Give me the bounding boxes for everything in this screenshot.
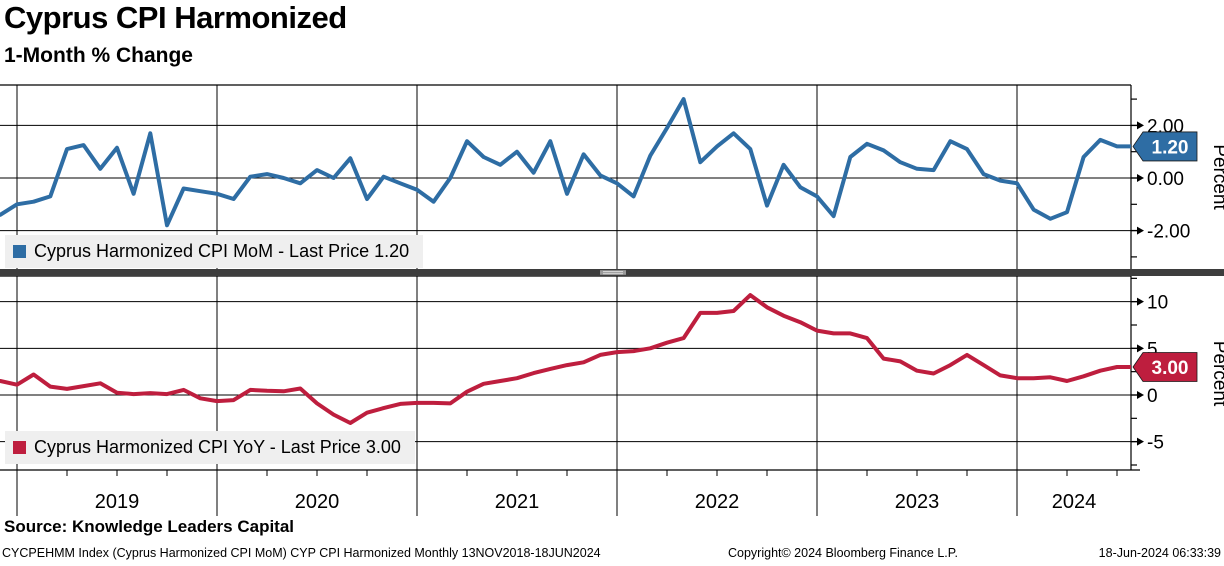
chart-plot-area: 2.000.00-2.00Percent1.201050-5Percent3.0…	[0, 84, 1224, 516]
mom-line	[0, 97, 1131, 228]
tick-arrow-icon	[1137, 344, 1144, 353]
y-tick-label: 5	[1147, 339, 1158, 360]
y-axis-title: Percent	[1209, 144, 1224, 210]
tick-arrow-icon	[1137, 121, 1144, 130]
chart-subtitle: 1-Month % Change	[4, 44, 193, 67]
legend-yoy-label: Cyprus Harmonized CPI YoY - Last Price 3…	[34, 437, 401, 457]
x-axis-year-label: 2024	[1052, 491, 1097, 513]
copyright-note: Copyright© 2024 Bloomberg Finance L.P.	[728, 546, 958, 560]
x-axis-year-label: 2020	[295, 491, 340, 513]
x-axis-year-label: 2021	[495, 491, 540, 513]
x-axis-year-label: 2022	[695, 491, 740, 513]
last-price-value: 1.20	[1152, 137, 1189, 158]
tick-arrow-icon	[1137, 297, 1144, 306]
yoy-series-swatch-icon	[13, 441, 26, 454]
x-axis-year-label: 2023	[895, 491, 940, 513]
mom-series-swatch-icon	[13, 245, 26, 258]
x-axis-year-label: 2019	[95, 491, 140, 513]
y-tick-label: -2.00	[1147, 222, 1190, 243]
yoy-line	[0, 293, 1131, 425]
chart-title: Cyprus CPI Harmonized	[4, 0, 347, 35]
legend-mom-label: Cyprus Harmonized CPI MoM - Last Price 1…	[34, 241, 410, 261]
y-axis-title: Percent	[1209, 341, 1224, 407]
legend-mom[interactable]: Cyprus Harmonized CPI MoM - Last Price 1…	[5, 235, 424, 268]
source-note: Source: Knowledge Leaders Capital	[4, 517, 295, 536]
y-tick-label: 0.00	[1147, 169, 1184, 190]
y-tick-label: -5	[1147, 433, 1164, 454]
last-price-badge-mom[interactable]: 1.20	[1132, 131, 1198, 162]
last-price-value: 3.00	[1152, 358, 1189, 379]
last-price-badge-yoy[interactable]: 3.00	[1132, 352, 1198, 382]
tick-arrow-icon	[1137, 174, 1144, 182]
separator-drag-handle[interactable]	[600, 270, 626, 275]
tick-arrow-icon	[1137, 226, 1144, 235]
tick-arrow-icon	[1137, 437, 1144, 446]
legend-yoy[interactable]: Cyprus Harmonized CPI YoY - Last Price 3…	[5, 431, 415, 464]
timestamp: 18-Jun-2024 06:33:39	[1098, 546, 1221, 560]
tick-arrow-icon	[1137, 391, 1144, 399]
y-tick-label: 10	[1147, 293, 1168, 314]
y-tick-label: 0	[1147, 386, 1158, 407]
ticker-footnote: CYCPEHMM Index (Cyprus Harmonized CPI Mo…	[2, 546, 601, 560]
